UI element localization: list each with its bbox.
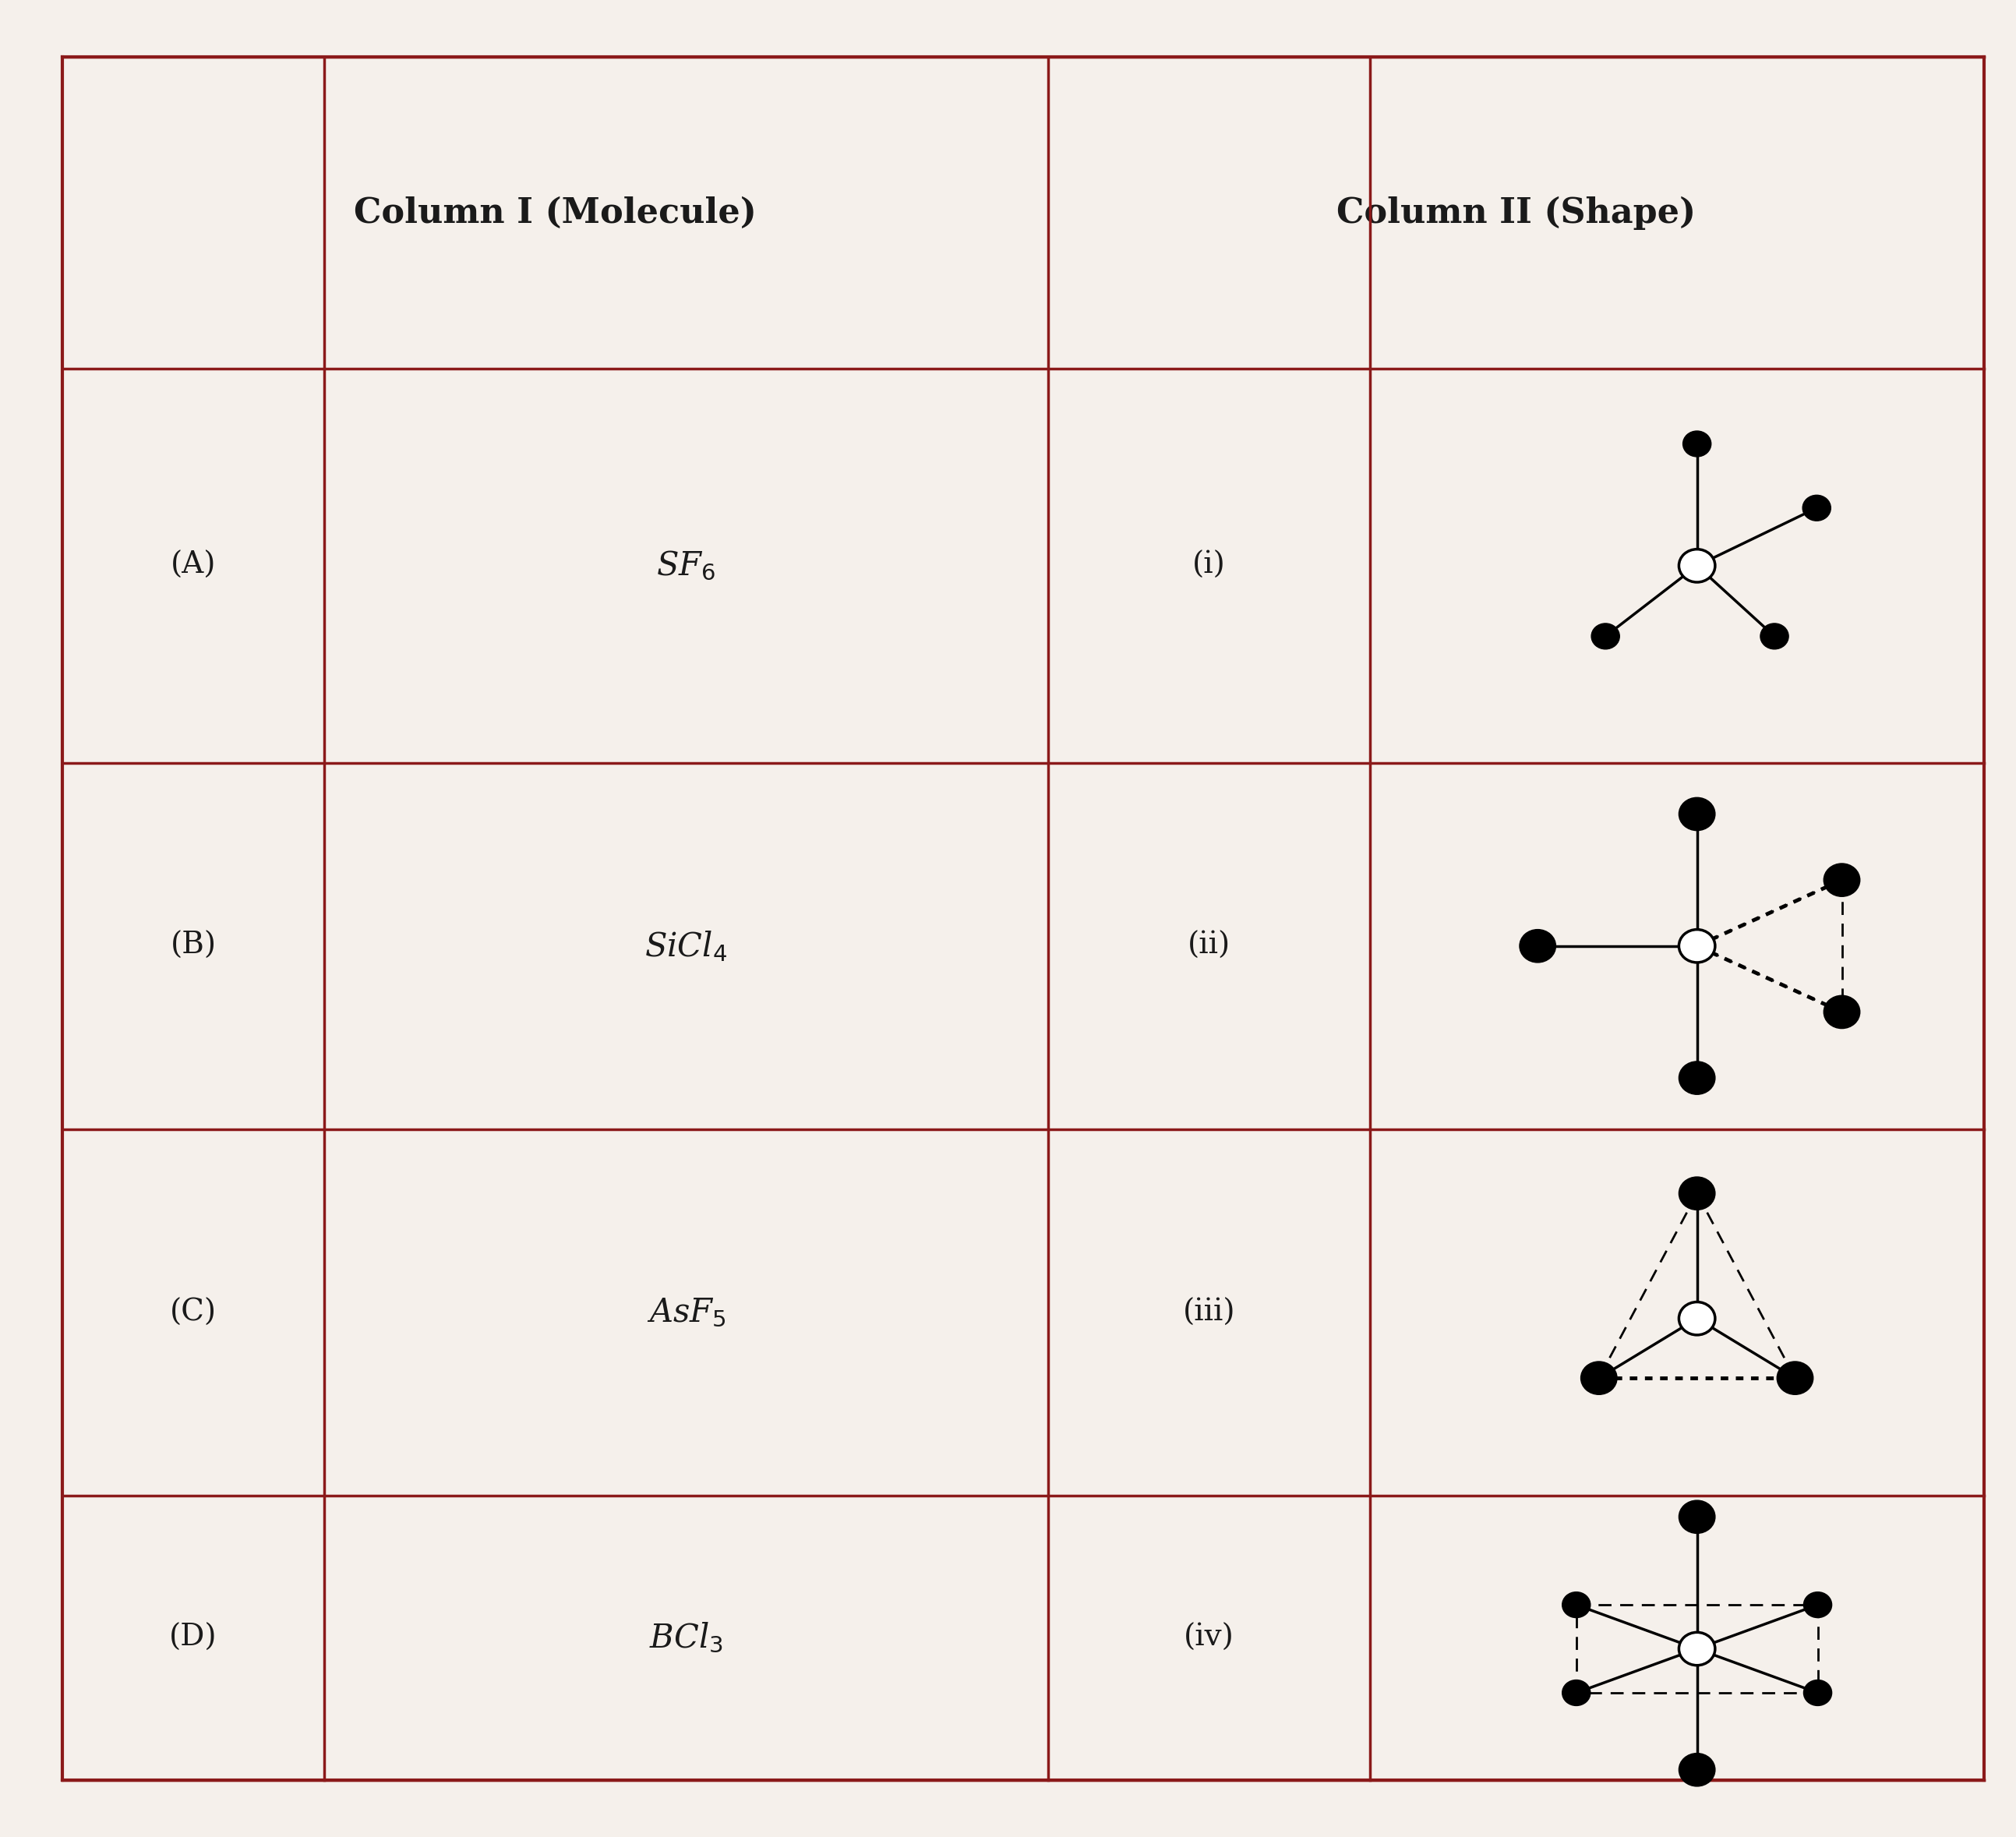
Circle shape [1562, 1593, 1591, 1618]
Text: (B): (B) [169, 931, 216, 961]
Text: AsF$_5$: AsF$_5$ [647, 1297, 726, 1328]
Text: BCl$_3$: BCl$_3$ [649, 1620, 724, 1655]
Circle shape [1679, 1501, 1716, 1534]
Circle shape [1562, 1681, 1591, 1705]
Circle shape [1802, 496, 1831, 522]
Text: (iv): (iv) [1183, 1624, 1234, 1651]
Text: (iii): (iii) [1183, 1299, 1236, 1326]
Text: (ii): (ii) [1187, 931, 1230, 961]
Circle shape [1776, 1361, 1812, 1394]
Circle shape [1679, 930, 1716, 963]
Circle shape [1679, 1752, 1716, 1786]
Text: (D): (D) [169, 1624, 218, 1651]
Circle shape [1683, 432, 1712, 457]
Circle shape [1520, 930, 1556, 963]
Text: (A): (A) [171, 551, 216, 580]
Circle shape [1679, 549, 1716, 582]
Circle shape [1760, 623, 1788, 648]
Text: Column I (Molecule): Column I (Molecule) [355, 197, 756, 230]
Circle shape [1824, 863, 1861, 896]
Circle shape [1804, 1681, 1833, 1705]
Circle shape [1581, 1361, 1617, 1394]
Circle shape [1824, 996, 1861, 1029]
Circle shape [1679, 1302, 1716, 1335]
Circle shape [1679, 1633, 1716, 1666]
Circle shape [1804, 1593, 1833, 1618]
Circle shape [1679, 1062, 1716, 1095]
Text: SiCl$_4$: SiCl$_4$ [645, 930, 728, 963]
Text: (C): (C) [169, 1299, 216, 1326]
Text: (i): (i) [1191, 551, 1226, 580]
Text: Column II (Shape): Column II (Shape) [1337, 197, 1695, 230]
Circle shape [1679, 797, 1716, 830]
Text: SF$_6$: SF$_6$ [657, 549, 716, 582]
Circle shape [1679, 1178, 1716, 1211]
Circle shape [1591, 623, 1619, 648]
